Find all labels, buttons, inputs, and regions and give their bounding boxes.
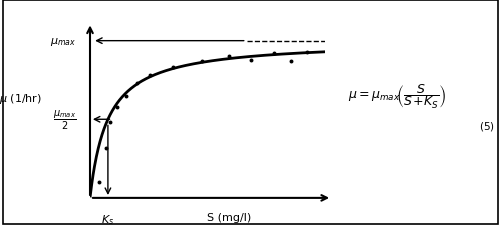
Point [270,52,278,56]
Point [113,106,121,109]
Text: $\dfrac{\mu_{max}}{2}$: $\dfrac{\mu_{max}}{2}$ [53,108,76,131]
Point [106,121,114,125]
Text: $(5)$: $(5)$ [479,119,495,133]
Point [288,60,296,64]
Text: $\mu = \mu_{max}\!\left(\dfrac{S}{S\!+\!K_S}\right)$: $\mu = \mu_{max}\!\left(\dfrac{S}{S\!+\!… [348,83,446,111]
Point [102,146,110,150]
Text: $\mu$ (1/hr): $\mu$ (1/hr) [0,92,42,106]
Text: $\mu_{max}$: $\mu_{max}$ [50,36,76,47]
Point [95,180,103,184]
Text: S (mg/l): S (mg/l) [206,212,251,222]
Point [225,55,233,59]
Point [198,60,206,64]
Point [146,74,154,78]
Point [247,58,255,62]
Point [122,94,130,98]
Point [169,66,177,70]
Point [133,82,141,86]
Point [303,51,311,54]
Text: $K_s$: $K_s$ [102,212,114,225]
